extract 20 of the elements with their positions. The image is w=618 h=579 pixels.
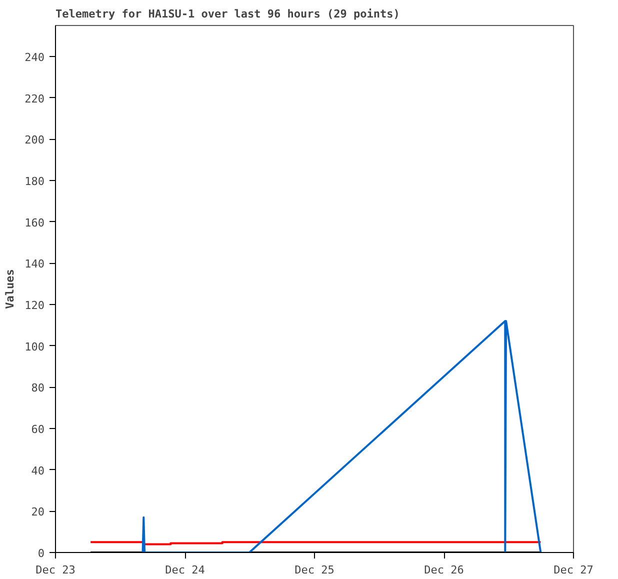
y-tick-label: 100 [24, 340, 45, 354]
x-tick-label: Dec 23 [36, 564, 76, 576]
y-tick-label: 200 [24, 134, 45, 147]
y-tick-label: 240 [24, 51, 45, 64]
y-tick-label: 40 [31, 464, 45, 478]
x-tick-label: Dec 24 [165, 564, 206, 576]
y-tick-label: 60 [31, 423, 45, 436]
y-tick-label: 0 [38, 547, 44, 560]
x-tick-label: Dec 26 [424, 564, 464, 576]
y-axis-title: Values [4, 269, 17, 309]
y-tick-label: 220 [24, 92, 45, 106]
x-tick-label: Dec 25 [294, 564, 334, 576]
y-tick-label: 80 [31, 382, 45, 395]
y-tick-label: 120 [24, 299, 45, 312]
y-tick-label: 20 [31, 506, 45, 519]
y-tick-label: 160 [24, 216, 45, 230]
y-tick-label: 140 [24, 258, 45, 271]
y-tick-label: 180 [24, 175, 45, 188]
chart-title: Telemetry for HA1SU-1 over last 96 hours (29 points) [56, 8, 400, 20]
x-tick-label: Dec 27 [554, 564, 594, 576]
